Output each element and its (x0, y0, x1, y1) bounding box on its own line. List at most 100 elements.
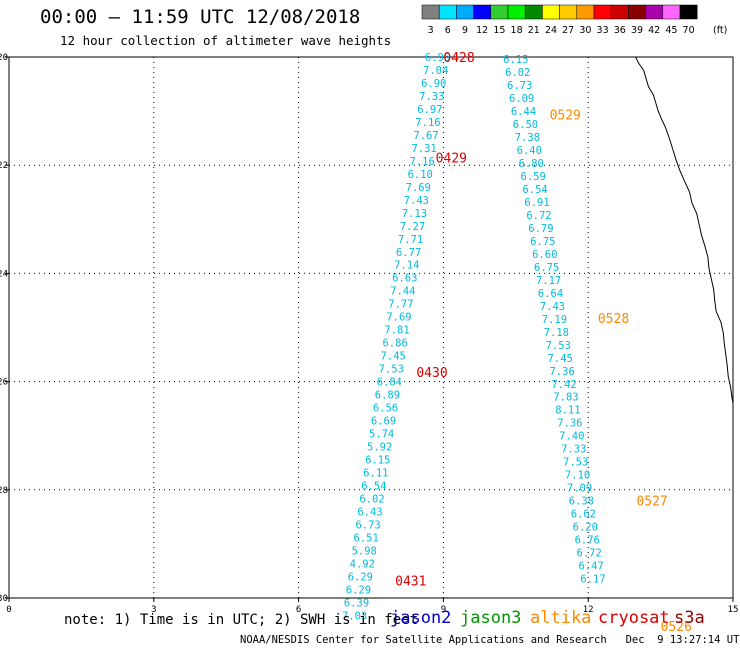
wave-height-value: 6.47 (578, 561, 603, 573)
lat-tick-label: -24 (0, 269, 8, 279)
wave-height-value: 7.36 (557, 418, 582, 430)
wave-height-value: 6.59 (521, 171, 546, 183)
wave-height-value: 7.69 (386, 312, 411, 324)
wave-height-value: 5.98 (352, 545, 377, 557)
colorbar-tick-label: 30 (579, 25, 591, 36)
coastline (635, 56, 734, 404)
wave-height-value: 6.79 (528, 223, 553, 235)
lat-tick-label: -26 (0, 378, 8, 388)
wave-height-value: 6.97 (417, 104, 442, 116)
chart-title: 00:00 – 11:59 UTC 12/08/2018 (40, 6, 361, 28)
colorbar-tick-label: 6 (445, 25, 451, 36)
wave-height-value: 7.53 (546, 340, 571, 352)
wave-height-value: 6.17 (580, 574, 605, 586)
colorbar-tick-label: 18 (511, 25, 523, 36)
wave-height-value: 6.90 (421, 78, 446, 90)
pass-time-label: 0429 (436, 152, 467, 167)
wave-height-value: 7.45 (548, 353, 573, 365)
wave-height-value: 6.09 (509, 93, 534, 105)
colorbar-tick-label: 21 (528, 25, 540, 36)
wave-height-value: 7.53 (563, 457, 588, 469)
wave-height-value: 5.92 (367, 442, 392, 454)
colorbar-tick-label: 9 (462, 25, 468, 36)
wave-height-value: 6.20 (573, 522, 598, 534)
colorbar-tick-label: 27 (562, 25, 574, 36)
wave-height-value: 6.11 (363, 467, 388, 479)
lon-tick-label: 6 (296, 605, 301, 615)
wave-height-value: 6.29 (346, 584, 371, 596)
wave-height-value: 7.04 (423, 65, 448, 77)
pass-time-label: 0529 (550, 108, 581, 123)
pass-time-label: 0430 (416, 366, 447, 381)
wave-height-value: 6.72 (526, 210, 551, 222)
colorbar-tick-label: 42 (648, 25, 660, 36)
wave-height-value: 6.72 (577, 548, 602, 560)
wave-height-value: 7.38 (515, 132, 540, 144)
colorbar-tick-label: 70 (683, 25, 695, 36)
wave-height-value: 6.62 (571, 509, 596, 521)
wave-height-value: 6.54 (361, 480, 386, 492)
wave-height-value: 7.31 (411, 143, 436, 155)
wave-height-value: 7.77 (388, 299, 413, 311)
wave-height-value: 7.27 (400, 221, 425, 233)
lat-tick-label: -30 (0, 594, 8, 604)
wave-height-value: 7.69 (406, 182, 431, 194)
wave-height-value: 7.67 (413, 130, 438, 142)
wave-height-value: 7.16 (410, 156, 435, 168)
pass-time-label: 0528 (598, 312, 629, 327)
colorbar-tick-label: 24 (545, 25, 557, 36)
lon-tick-label: 3 (151, 605, 156, 615)
wave-height-value: 7.40 (559, 431, 584, 443)
wave-height-value: 6.40 (517, 145, 542, 157)
wave-height-value: 6.29 (348, 571, 373, 583)
wave-height-value: 6.10 (408, 169, 433, 181)
wave-height-value: 6.96 (425, 52, 450, 64)
wave-height-value: 7.10 (565, 470, 590, 482)
map-frame (8, 56, 734, 599)
wave-height-value: 7.33 (561, 444, 586, 456)
colorbar-tick-label: 45 (665, 25, 677, 36)
wave-height-value: 7.36 (549, 366, 574, 378)
wave-height-value: 6.89 (375, 390, 400, 402)
wave-height-value: 7.53 (379, 364, 404, 376)
pass-time-label: 0526 (661, 620, 692, 635)
colorbar-tick-label: 12 (476, 25, 488, 36)
pass-time-label: 0431 (395, 575, 426, 590)
wave-height-value: 7.19 (542, 314, 567, 326)
wave-height-value: 6.15 (503, 54, 528, 66)
wave-height-value: 7.14 (394, 260, 419, 272)
wave-height-value: 6.75 (530, 236, 555, 248)
wave-height-value: 6.76 (575, 535, 600, 547)
colorbar-tick-label: 15 (493, 25, 505, 36)
wave-height-value: 6.77 (396, 247, 421, 259)
wave-height-value: 7.09 (567, 483, 592, 495)
wave-height-value: 6.91 (524, 197, 549, 209)
wave-height-value: 7.17 (536, 275, 561, 287)
wave-height-value: 6.64 (538, 288, 563, 300)
wave-height-value: 7.45 (381, 351, 406, 363)
wave-height-value: 7.43 (540, 301, 565, 313)
lat-tick-label: -28 (0, 486, 8, 496)
wave-height-value: 7.42 (551, 379, 576, 391)
colorbar-tick-label: 3 (428, 25, 434, 36)
lon-tick-label: 0 (6, 605, 11, 615)
legend-jason3: jason3 (460, 608, 522, 628)
footer-note: note: 1) Time is in UTC; 2) SWH is in fe… (64, 612, 419, 628)
wave-height-value: 6.51 (354, 532, 379, 544)
colorbar-tick-label: 33 (597, 25, 609, 36)
wave-height-value: 7.83 (553, 392, 578, 404)
wave-height-value: 7.03 (342, 610, 367, 622)
wave-height-value: 4.92 (350, 558, 375, 570)
wave-height-value: 6.02 (359, 493, 384, 505)
wave-height-value: 6.86 (382, 338, 407, 350)
wave-height-value: 7.13 (402, 208, 427, 220)
wave-height-value: 6.02 (505, 67, 530, 79)
wave-height-value: 6.56 (373, 403, 398, 415)
wave-height-value: 6.43 (357, 506, 382, 518)
legend-jason2: jason2 (390, 608, 452, 628)
lon-tick-label: 12 (583, 605, 594, 615)
lat-tick-label: -20 (0, 53, 8, 63)
wave-height-value: 7.33 (419, 91, 444, 103)
wave-height-value: 6.60 (532, 249, 557, 261)
